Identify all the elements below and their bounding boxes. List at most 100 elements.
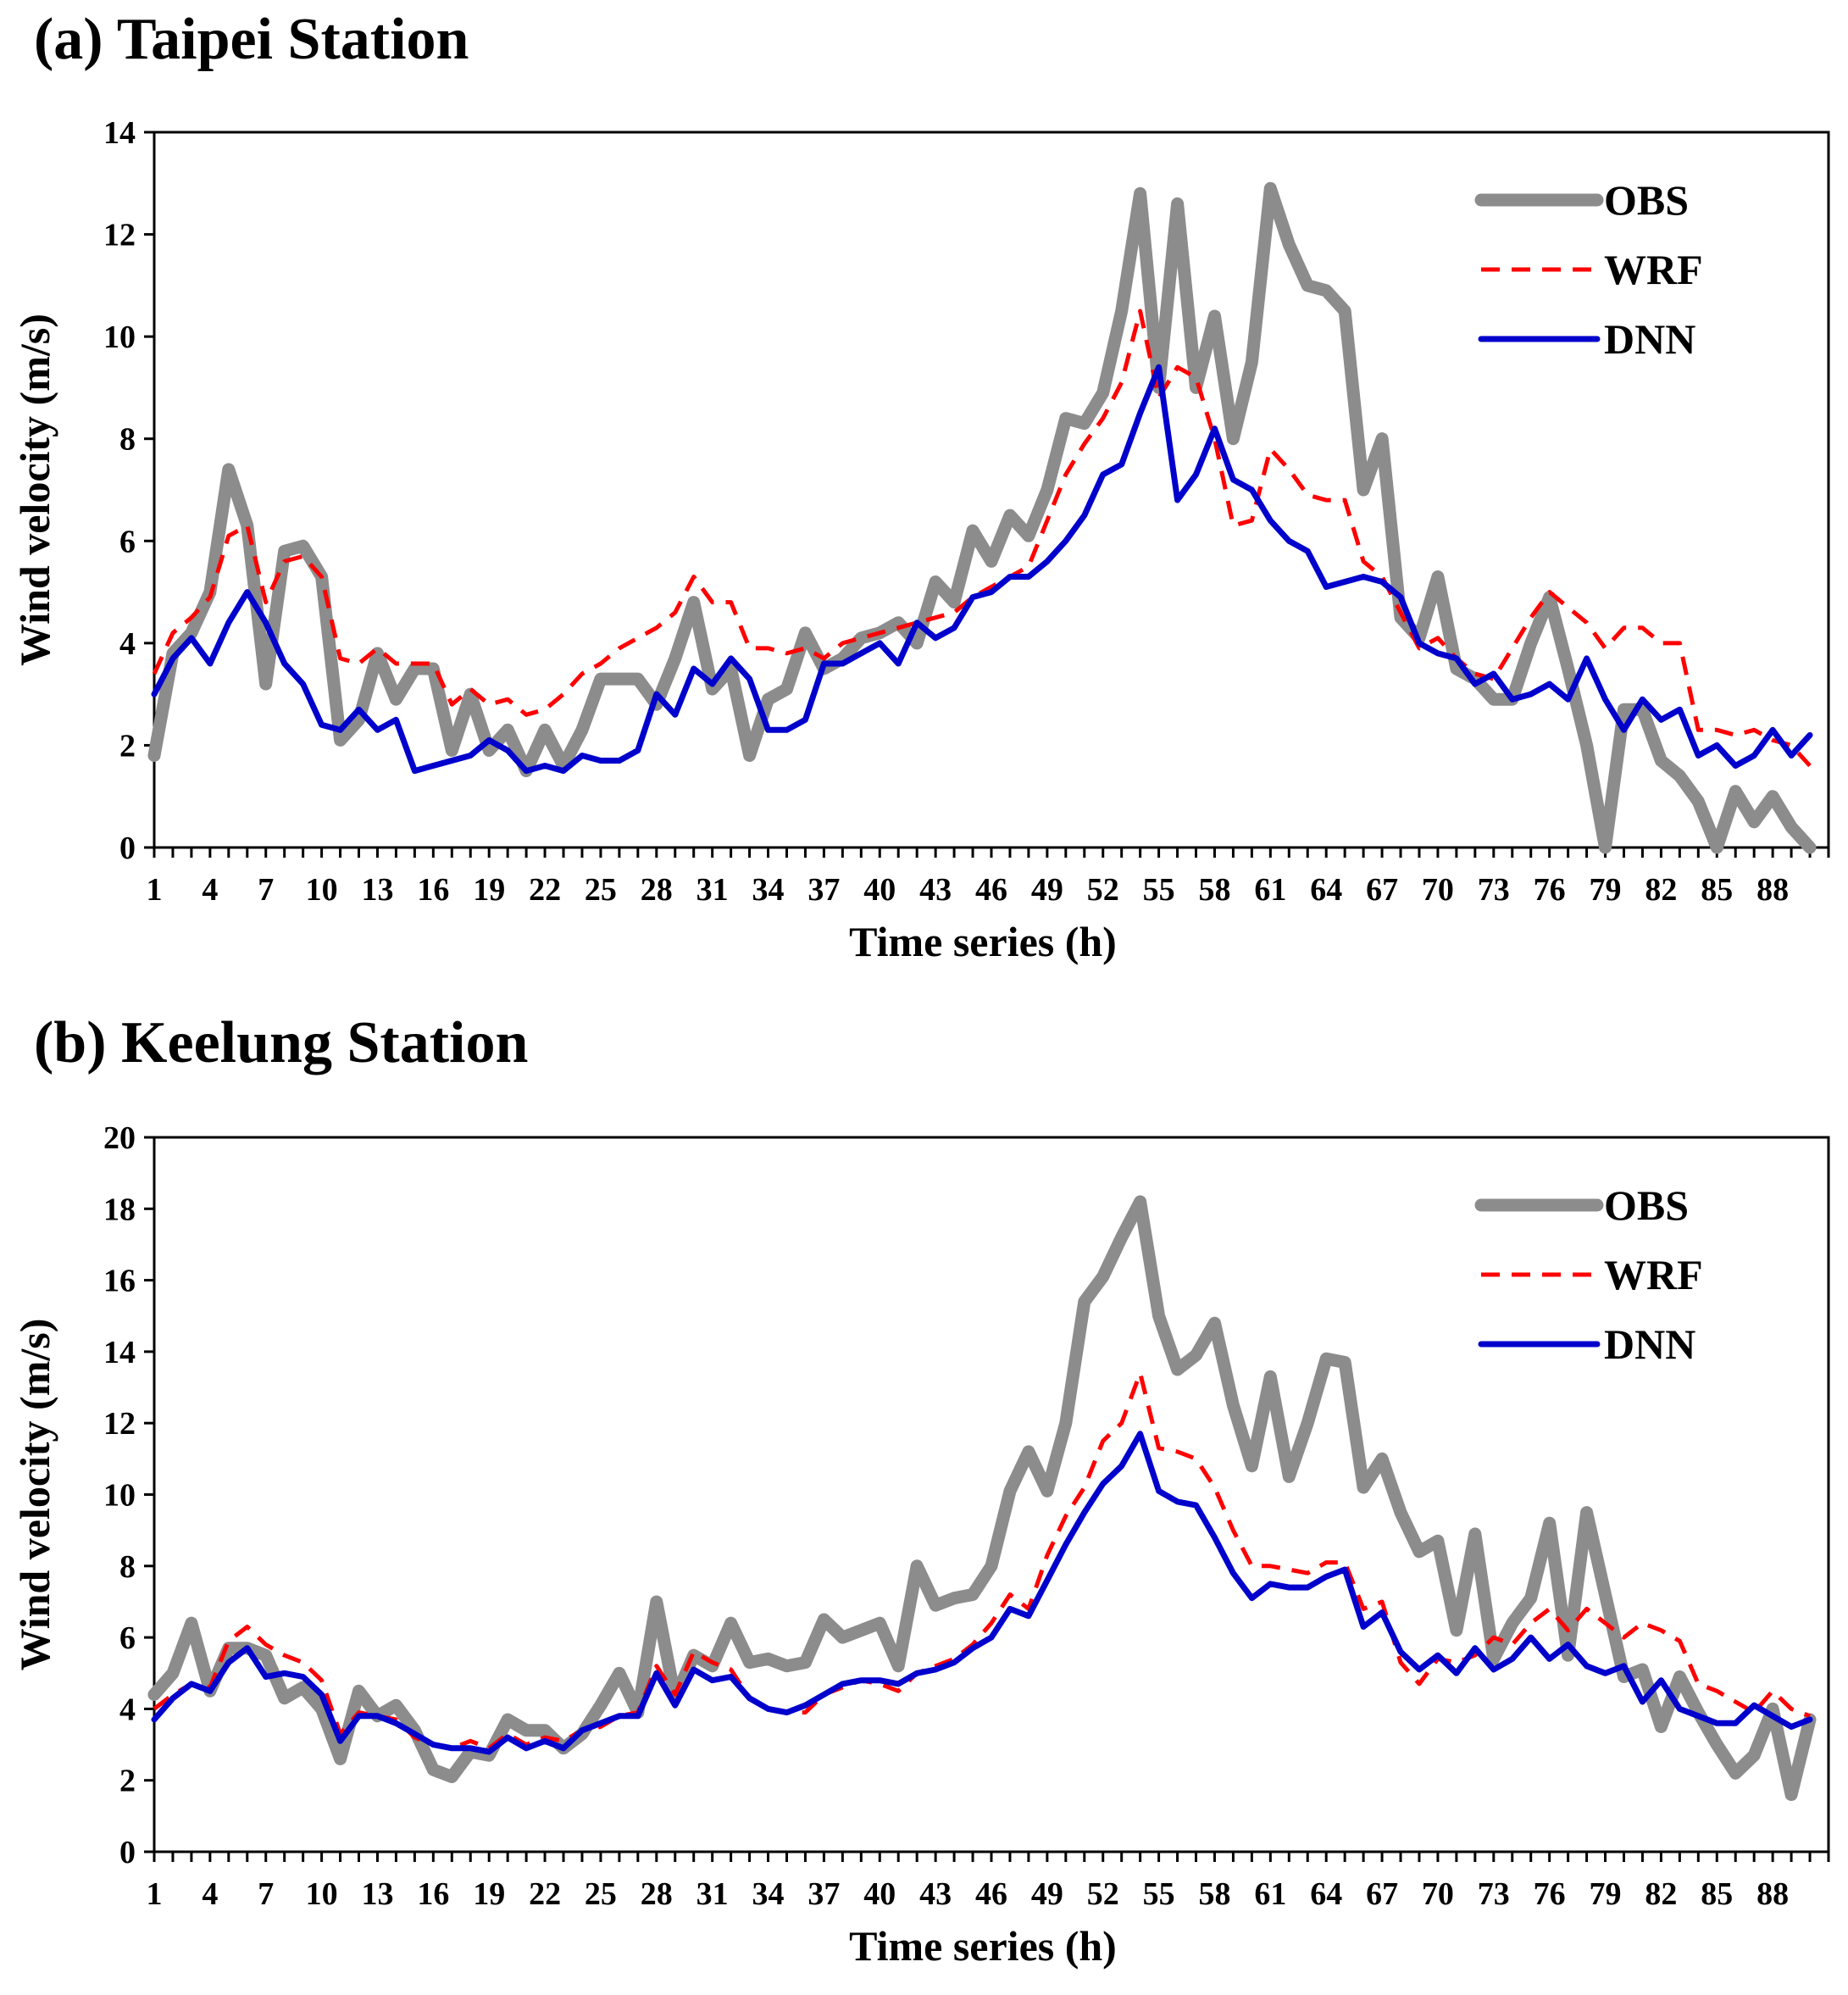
x-tick-label: 61: [1254, 1876, 1286, 1912]
x-tick-label: 43: [919, 1876, 952, 1912]
y-tick-label: 0: [119, 1835, 136, 1870]
x-tick-label: 52: [1087, 1876, 1119, 1912]
x-tick-label: 55: [1143, 872, 1175, 908]
x-tick-label: 85: [1701, 1876, 1733, 1912]
y-tick-label: 14: [103, 1335, 136, 1370]
legend-label-wrf: WRF: [1604, 246, 1703, 293]
x-tick-label: 4: [202, 1876, 218, 1912]
x-tick-label: 85: [1701, 872, 1733, 908]
series-line-obs: [147, 1195, 1817, 1802]
y-tick-label: 18: [103, 1192, 136, 1227]
y-tick-label: 14: [103, 115, 136, 151]
chart-title-keelung: (b) Keelung Station: [34, 1010, 529, 1075]
x-tick-label: 25: [585, 1876, 617, 1912]
x-tick-label: 37: [807, 872, 840, 908]
x-tick-label: 67: [1366, 872, 1398, 908]
legend-label-obs: OBS: [1604, 1181, 1689, 1229]
x-tick-label: 76: [1534, 1876, 1566, 1912]
legend-label-dnn: DNN: [1604, 315, 1695, 363]
x-tick-label: 46: [975, 1876, 1007, 1912]
x-tick-label: 49: [1031, 1876, 1063, 1912]
x-tick-label: 4: [202, 872, 218, 908]
x-tick-label: 79: [1590, 1876, 1622, 1912]
x-tick-label: 31: [696, 872, 729, 908]
plot-frame: [153, 1136, 1830, 1853]
x-tick-label: 76: [1534, 872, 1566, 908]
x-tick-label: 79: [1590, 872, 1622, 908]
y-tick-label: 10: [103, 1478, 136, 1514]
x-tick-label: 49: [1031, 872, 1063, 908]
y-tick-label: 8: [119, 1549, 136, 1585]
x-tick-label: 1: [147, 1876, 163, 1912]
y-tick-label: 10: [103, 320, 136, 355]
legend: OBS WRF DNN: [1474, 1181, 1703, 1368]
x-axis-label: Time series (h): [849, 918, 1117, 965]
x-tick-label: 10: [306, 1876, 338, 1912]
x-tick-label: 43: [919, 872, 952, 908]
y-tick-label: 2: [119, 1764, 136, 1799]
x-tick-label: 28: [641, 872, 673, 908]
legend-label-obs: OBS: [1604, 176, 1689, 224]
series-line-dnn: [151, 364, 1813, 775]
y-tick-label: 6: [119, 1620, 136, 1656]
x-tick-label: 73: [1478, 872, 1510, 908]
chart-title-taipei: (a) Taipei Station: [34, 7, 469, 72]
x-tick-label: 19: [473, 1876, 505, 1912]
x-tick-label: 7: [258, 872, 274, 908]
x-tick-label: 16: [417, 1876, 449, 1912]
x-tick-label: 31: [696, 1876, 729, 1912]
x-tick-label: 7: [258, 1876, 274, 1912]
y-tick-label: 4: [119, 626, 136, 662]
x-tick-label: 34: [752, 1876, 785, 1912]
x-tick-label: 25: [585, 872, 617, 908]
y-tick-label: 2: [119, 728, 136, 764]
legend-label-dnn: DNN: [1604, 1320, 1695, 1368]
y-tick-label: 12: [103, 1406, 136, 1442]
series-line-wrf: [153, 1370, 1811, 1751]
y-tick-label: 0: [119, 831, 136, 866]
x-tick-label: 22: [529, 872, 561, 908]
y-tick-label: 6: [119, 524, 136, 559]
y-tick-label: 12: [103, 218, 136, 253]
x-tick-label: 19: [473, 872, 505, 908]
x-tick-label: 73: [1478, 1876, 1510, 1912]
series-line-obs: [147, 181, 1817, 854]
x-tick-label: 40: [863, 1876, 896, 1912]
x-tick-label: 61: [1254, 872, 1286, 908]
x-tick-label: 82: [1645, 1876, 1677, 1912]
legend: OBS WRF DNN: [1474, 176, 1703, 363]
y-axis-label: Wind velocity (m/s): [11, 1319, 58, 1671]
x-axis-label: Time series (h): [849, 1922, 1117, 1970]
x-tick-label: 88: [1756, 872, 1789, 908]
series-line-dnn: [151, 1431, 1813, 1755]
y-tick-label: 16: [103, 1264, 136, 1299]
x-tick-label: 16: [417, 872, 449, 908]
x-tick-label: 64: [1310, 1876, 1342, 1912]
x-tick-label: 88: [1756, 1876, 1789, 1912]
x-tick-label: 13: [361, 1876, 393, 1912]
x-tick-label: 58: [1198, 1876, 1230, 1912]
x-tick-label: 52: [1087, 872, 1119, 908]
x-tick-label: 40: [863, 872, 896, 908]
y-tick-label: 8: [119, 422, 136, 458]
x-tick-label: 64: [1310, 872, 1342, 908]
x-tick-label: 46: [975, 872, 1007, 908]
x-tick-label: 70: [1422, 872, 1454, 908]
x-tick-label: 55: [1143, 1876, 1175, 1912]
x-tick-label: 70: [1422, 1876, 1454, 1912]
x-tick-label: 10: [306, 872, 338, 908]
y-tick-label: 4: [119, 1692, 136, 1727]
x-tick-label: 1: [147, 872, 163, 908]
x-tick-label: 67: [1366, 1876, 1398, 1912]
x-tick-label: 22: [529, 1876, 561, 1912]
y-axis-label: Wind velocity (m/s): [11, 314, 58, 666]
x-tick-label: 58: [1198, 872, 1230, 908]
legend-label-wrf: WRF: [1604, 1251, 1703, 1298]
x-tick-label: 28: [641, 1876, 673, 1912]
x-tick-label: 13: [361, 872, 393, 908]
x-tick-label: 34: [752, 872, 785, 908]
x-tick-label: 37: [807, 1876, 840, 1912]
